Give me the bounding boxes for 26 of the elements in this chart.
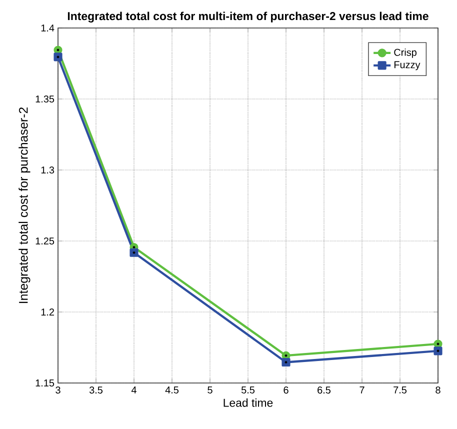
point [434, 346, 442, 356]
y-tick-label: 1.15 [36, 380, 54, 386]
y-tick-label: 1.35 [36, 95, 54, 103]
x-tick-label: 6.5 [318, 386, 331, 394]
legend-label: Crisp [394, 48, 416, 58]
point [282, 358, 290, 367]
y-tick-label: 1.25 [36, 237, 54, 245]
x-axis-title: Lead time [224, 398, 273, 407]
x-tick-label: 8 [436, 386, 440, 394]
x-tick-label: 7.5 [394, 386, 407, 394]
x-tick-label: 6 [284, 386, 288, 394]
chart-title: Integrated total cost for multi-item of purchaser-2 versus lead time [68, 12, 428, 22]
x-tick-label: 5 [208, 386, 212, 394]
legend-label: Fuzzy [394, 61, 420, 70]
x-tick-label: 4 [131, 386, 136, 394]
y-tick-label: 1.3 [41, 166, 54, 174]
y-tick-label: 1.2 [41, 308, 54, 316]
x-tick-label: 5.5 [241, 386, 255, 394]
point [130, 248, 138, 257]
y-tick-label: 1.4 [41, 24, 54, 32]
x-tick-label: 7 [360, 386, 364, 394]
x-tick-label: 3.5 [89, 386, 103, 394]
x-tick-label: 4.5 [165, 386, 179, 394]
point [54, 52, 62, 62]
y-axis-title: Integrated total cost for purchaser-2 [18, 108, 30, 303]
x-tick-label: 3 [56, 386, 60, 394]
